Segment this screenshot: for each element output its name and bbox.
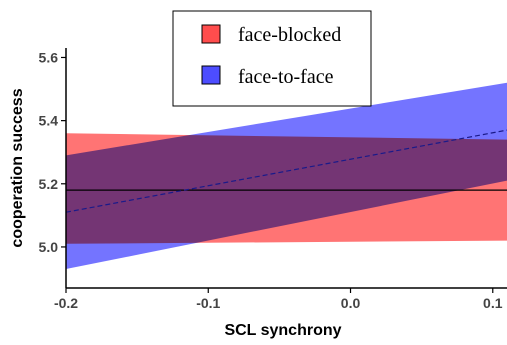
- axes: [65, 48, 507, 289]
- x-tick-label: 0.0: [341, 295, 361, 311]
- x-tick-label: -0.2: [54, 295, 78, 311]
- y-tick-label: 5.0: [39, 239, 59, 255]
- legend-label-face-to-face: face-to-face: [238, 66, 334, 88]
- y-tick-label: 5.2: [39, 176, 59, 192]
- fit-line-face-to-face: [65, 129, 507, 213]
- legend-swatch-face-blocked: [201, 24, 221, 44]
- legend-swatch-face-to-face: [201, 65, 221, 85]
- y-axis-title: cooperation success: [9, 88, 26, 247]
- y-tick-label: 5.4: [39, 113, 59, 129]
- x-tick-label: -0.1: [196, 295, 220, 311]
- confidence-bands: [66, 82, 507, 270]
- x-axis-title: SCL synchrony: [224, 322, 341, 339]
- ticks: -0.2 -0.1 0.0 0.1 5.0 5.2 5.4 5.6: [39, 49, 503, 311]
- fit-lines: [65, 129, 507, 213]
- ci-band-face-to-face: [66, 82, 507, 270]
- x-tick-label: 0.1: [483, 295, 503, 311]
- legend: face-blocked face-to-face: [172, 10, 372, 107]
- y-tick-label: 5.6: [39, 49, 59, 65]
- legend-label-face-blocked: face-blocked: [238, 24, 341, 46]
